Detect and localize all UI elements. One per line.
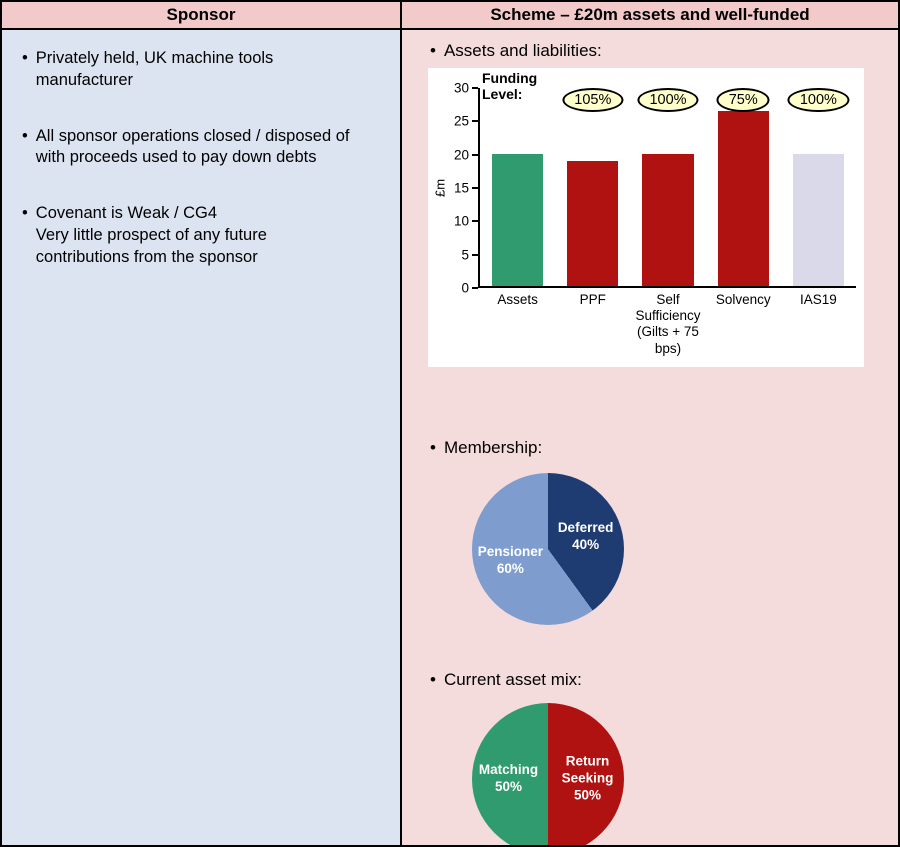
funding-level-badge: 75% (716, 88, 770, 113)
asset-mix-label: • Current asset mix: (430, 669, 898, 691)
y-tick-mark (472, 220, 478, 223)
sponsor-bullet-text: All sponsor operations closed / disposed… (35, 126, 350, 167)
bar-column: 100% (630, 88, 705, 287)
funding-level-badge: 100% (637, 88, 699, 113)
asset-mix-pie-chart: Return Seeking 50% Matching 50% (472, 703, 624, 845)
y-tick-label: 0 (461, 280, 469, 296)
y-tick-label: 5 (461, 247, 469, 263)
funding-level-badge: 100% (787, 88, 849, 113)
y-tick-mark (472, 253, 478, 256)
membership-label: • Membership: (430, 437, 898, 459)
funding-level-badge: 105% (562, 88, 624, 113)
membership-pie-chart: Deferred 40% Pensioner 60% (472, 472, 624, 625)
sponsor-bullet: • All sponsor operations closed / dispos… (18, 126, 358, 170)
scheme-panel: Scheme – £20m assets and well-funded • A… (402, 2, 898, 845)
bar-assets (492, 154, 544, 287)
y-tick-label: 20 (453, 147, 469, 163)
y-tick-mark (472, 120, 478, 123)
assets-liabilities-chart: £m 0 5 10 15 20 25 30 Funding Level: 105% 100% 7… (428, 68, 864, 367)
section-label-text: Current asset mix: (443, 669, 582, 689)
sponsor-bullet-text: Covenant is Weak / CG4 Very little prosp… (35, 204, 267, 266)
funding-level-label: Funding Level: (482, 70, 538, 103)
section-label-text: Membership: (443, 437, 543, 457)
bullet-icon: • (22, 126, 28, 145)
bar-column: 105% (555, 88, 630, 287)
bar-chart: £m 0 5 10 15 20 25 30 Funding Level: 105% 100% 7… (432, 70, 856, 296)
pie-slice-label: Matching 50% (478, 762, 539, 795)
bullet-icon: • (22, 204, 28, 223)
pie-slice-label: Deferred 40% (557, 519, 614, 552)
x-axis-label: Self Sufficiency (Gilts + 75 bps) (635, 292, 701, 356)
bar-ppf (567, 160, 619, 287)
y-axis-title: £m (432, 179, 448, 198)
y-tick-label: 10 (453, 213, 469, 229)
y-axis: 0 5 10 15 20 25 30 (448, 81, 478, 296)
bullet-icon: • (430, 437, 436, 457)
bar-ias19 (792, 154, 844, 287)
x-axis-label: Assets (497, 292, 538, 308)
bar-self (642, 154, 694, 287)
x-axis-label: IAS19 (800, 292, 837, 308)
sponsor-body: • Privately held, UK machine tools manuf… (2, 30, 400, 845)
y-tick-label: 15 (453, 180, 469, 196)
y-tick-mark (472, 153, 478, 156)
bar-plot-area: Funding Level: 105% 100% 75% 100% (478, 70, 856, 289)
scheme-header: Scheme – £20m assets and well-funded (402, 2, 898, 30)
sponsor-header: Sponsor (2, 2, 400, 30)
sponsor-bullet: • Privately held, UK machine tools manuf… (18, 48, 358, 92)
x-axis-labels: Assets PPF Self Sufficiency (Gilts + 75 bp… (480, 292, 856, 357)
bar-column: 75% (706, 88, 781, 287)
bullet-icon: • (22, 49, 28, 67)
sponsor-bullet: • Covenant is Weak / CG4 Very little pro… (18, 203, 358, 268)
y-tick-mark (472, 187, 478, 190)
bar-column (480, 88, 555, 287)
pie-slice-label: Pensioner 60% (477, 544, 544, 577)
assets-liabilities-label: • Assets and liabilities: (430, 40, 898, 62)
pie-slice-label: Return Seeking 50% (561, 753, 614, 803)
bar-solvency (717, 111, 769, 287)
bullet-icon: • (430, 669, 436, 689)
sponsor-panel: Sponsor • Privately held, UK machine too… (2, 2, 402, 845)
bullet-icon: • (430, 41, 436, 60)
bar-column: 100% (781, 88, 856, 287)
y-tick-mark (472, 287, 478, 290)
y-tick-mark (472, 87, 478, 90)
section-label-text: Assets and liabilities: (443, 41, 602, 60)
sponsor-bullet-text: Privately held, UK machine tools manufac… (35, 49, 274, 89)
y-tick-label: 30 (453, 80, 469, 96)
x-axis-label: Solvency (715, 292, 771, 308)
x-axis-label: PPF (579, 292, 606, 308)
scheme-body: • Assets and liabilities: £m 0 5 10 15 20 25 3… (402, 30, 898, 845)
y-tick-label: 25 (453, 113, 469, 129)
